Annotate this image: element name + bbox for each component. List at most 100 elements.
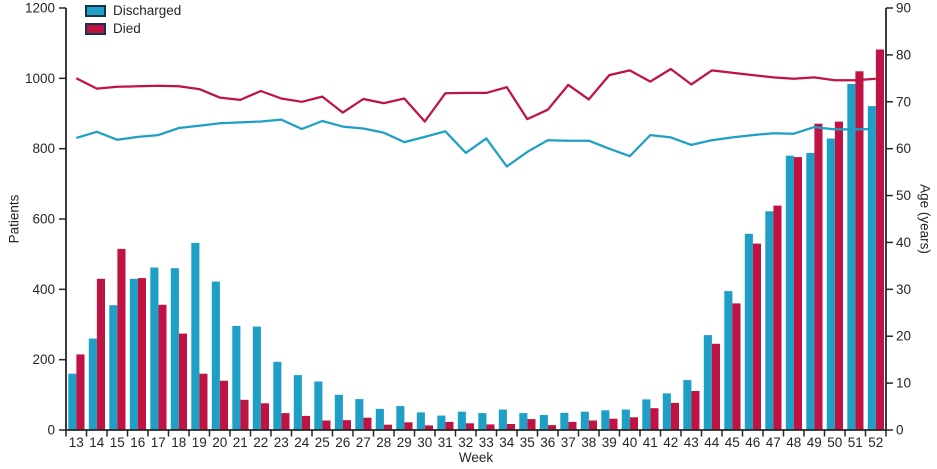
bar-died-wk35 (527, 419, 536, 430)
x-tick-label: 41 (643, 435, 658, 450)
bar-died-wk18 (178, 333, 187, 430)
bar-discharged-wk24 (293, 375, 302, 430)
bar-died-wk30 (424, 425, 433, 430)
x-tick-label: 13 (69, 435, 84, 450)
bar-died-wk22 (260, 403, 269, 430)
bar-died-wk28 (383, 424, 392, 430)
left-tick-label: 1000 (25, 71, 55, 86)
bar-discharged-wk33 (478, 413, 487, 430)
bar-discharged-wk46 (744, 233, 753, 430)
bar-discharged-wk31 (437, 415, 446, 430)
x-tick-label: 17 (151, 435, 166, 450)
bar-discharged-wk50 (826, 138, 835, 430)
bar-discharged-wk52 (867, 106, 876, 430)
bar-died-wk13 (76, 354, 85, 430)
x-tick-label: 52 (868, 435, 883, 450)
x-tick-label: 51 (848, 435, 863, 450)
bar-died-wk44 (711, 343, 720, 430)
x-tick-label: 23 (274, 435, 289, 450)
x-tick-label: 24 (294, 435, 310, 450)
bar-died-wk15 (117, 248, 126, 430)
left-tick-label: 0 (47, 423, 55, 438)
bar-discharged-wk39 (601, 410, 610, 430)
legend-item-discharged: Discharged (85, 2, 181, 19)
left-tick-label: 1200 (25, 1, 55, 16)
right-tick-label: 0 (896, 423, 904, 438)
x-tick-label: 36 (540, 435, 555, 450)
x-tick-label: 35 (520, 435, 535, 450)
bar-discharged-wk26 (334, 394, 343, 430)
bar-died-wk27 (363, 417, 372, 430)
bar-discharged-wk30 (416, 412, 425, 430)
right-tick-label: 50 (896, 188, 911, 203)
bar-died-wk23 (281, 413, 290, 430)
bar-discharged-wk14 (88, 338, 97, 430)
bar-died-wk41 (650, 408, 659, 430)
x-tick-label: 18 (171, 435, 186, 450)
right-tick-label: 40 (896, 235, 911, 250)
right-tick-label: 80 (896, 47, 911, 62)
bar-died-wk42 (670, 402, 679, 430)
bar-died-wk48 (793, 157, 802, 430)
right-tick-label: 70 (896, 94, 911, 109)
x-tick-label: 26 (335, 435, 350, 450)
x-tick-label: 33 (479, 435, 494, 450)
bar-died-wk33 (486, 424, 495, 430)
right-tick-label: 20 (896, 329, 911, 344)
x-tick-label: 44 (704, 435, 720, 450)
bar-died-wk47 (773, 205, 782, 430)
x-tick-label: 15 (110, 435, 125, 450)
bar-discharged-wk13 (68, 373, 77, 430)
x-axis-title: Week (458, 450, 494, 465)
bar-discharged-wk18 (170, 268, 179, 430)
x-tick-label: 37 (561, 435, 576, 450)
legend-item-died: Died (85, 20, 181, 37)
x-tick-label: 30 (417, 435, 432, 450)
bar-discharged-wk49 (806, 152, 815, 430)
bar-died-wk19 (199, 373, 208, 430)
left-tick-label: 400 (32, 282, 55, 297)
line-died-mean-age (75, 67, 876, 123)
bar-discharged-wk40 (621, 409, 630, 430)
bar-discharged-wk32 (457, 411, 466, 430)
died-swatch-icon (85, 22, 106, 35)
bar-died-wk21 (240, 399, 249, 430)
bar-died-wk49 (814, 123, 823, 430)
x-tick-label: 16 (130, 435, 145, 450)
bar-discharged-wk17 (150, 267, 159, 430)
left-tick-label: 600 (32, 212, 55, 227)
bar-died-wk29 (404, 422, 413, 430)
right-tick-label: 30 (896, 282, 911, 297)
left-tick-label: 200 (32, 352, 55, 367)
x-tick-label: 40 (622, 435, 637, 450)
line-discharged-mean-age (75, 118, 876, 168)
bar-died-wk43 (691, 391, 700, 430)
bar-discharged-wk38 (580, 411, 589, 430)
bar-died-wk20 (219, 380, 228, 430)
x-tick-label: 49 (807, 435, 822, 450)
bar-died-wk24 (301, 415, 310, 430)
x-tick-label: 43 (684, 435, 699, 450)
bar-died-wk52 (875, 49, 884, 430)
x-tick-label: 21 (233, 435, 248, 450)
bar-died-wk51 (855, 71, 864, 431)
x-tick-label: 19 (192, 435, 207, 450)
bar-died-wk45 (732, 303, 741, 430)
bar-discharged-wk29 (396, 406, 405, 430)
bar-discharged-wk22 (252, 326, 261, 430)
x-tick-label: 47 (766, 435, 781, 450)
bar-died-wk25 (322, 420, 331, 430)
x-tick-label: 46 (745, 435, 760, 450)
right-tick-label: 10 (896, 376, 911, 391)
bar-discharged-wk43 (683, 380, 692, 430)
bar-discharged-wk48 (785, 155, 794, 430)
bar-discharged-wk21 (232, 325, 241, 430)
x-tick-label: 29 (397, 435, 412, 450)
x-tick-label: 48 (786, 435, 801, 450)
bar-discharged-wk35 (519, 413, 528, 430)
bar-died-wk40 (629, 417, 638, 430)
bar-discharged-wk25 (314, 381, 323, 430)
bar-died-wk34 (506, 424, 515, 430)
